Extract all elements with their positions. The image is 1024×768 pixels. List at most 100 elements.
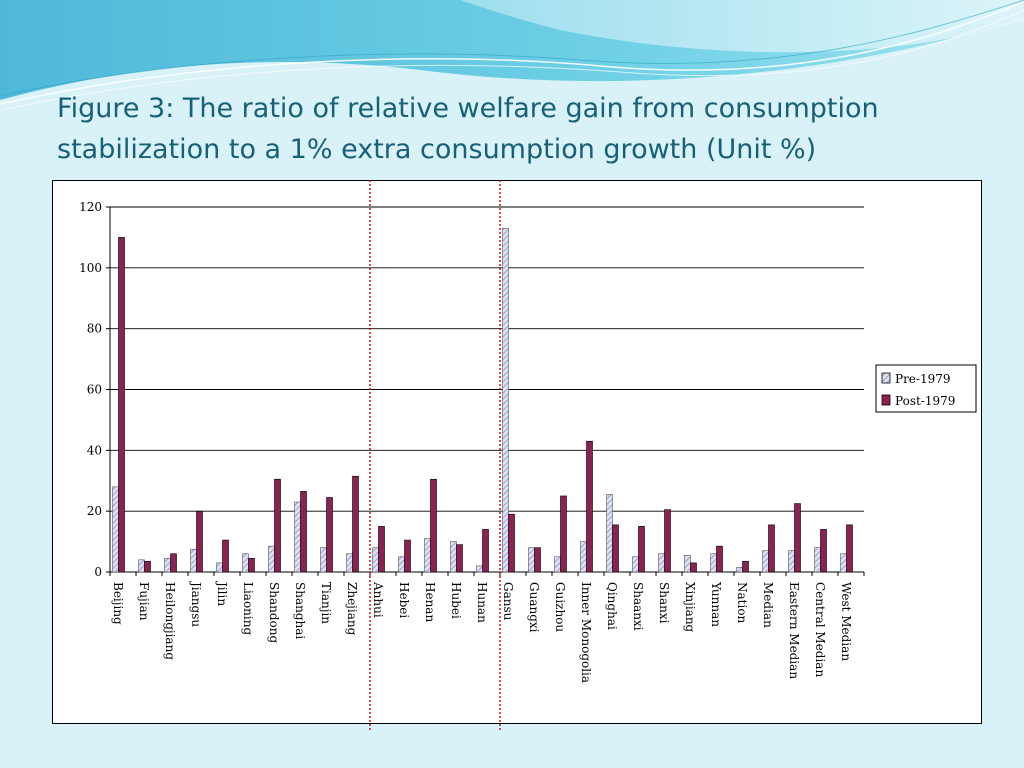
- bar-pre-1979: [840, 553, 847, 573]
- bar-post-1979: [534, 547, 541, 573]
- bar-post-1979: [690, 562, 697, 573]
- x-tick-label: Guangxi: [527, 582, 541, 633]
- bar-post-1979: [144, 561, 151, 573]
- x-tick-label: Central Median: [813, 582, 827, 677]
- bar-pre-1979: [606, 494, 613, 573]
- legend: Pre-1979 Post-1979: [875, 364, 977, 413]
- x-tick-label: Hunan: [475, 582, 489, 623]
- bar-post-1979: [482, 529, 489, 573]
- bar-pre-1979: [268, 545, 275, 573]
- legend-swatch-post: [881, 394, 891, 406]
- bar-pre-1979: [788, 550, 795, 573]
- bar-pre-1979: [528, 547, 535, 573]
- y-tick-label: 60: [87, 383, 102, 397]
- bar-chart: 0 20 40 60 80 100 120 Beijing Fujian Heilongjian…: [79, 200, 977, 683]
- bar-pre-1979: [320, 547, 327, 573]
- bar-pre-1979: [632, 556, 639, 573]
- x-tick-label: Zhejiang: [345, 582, 359, 636]
- x-tick-label: Tianjin: [319, 582, 333, 624]
- bar-post-1979: [196, 510, 203, 573]
- bar-pre-1979: [216, 562, 223, 573]
- bar-post-1979: [300, 491, 307, 573]
- title-line-2: stabilization to a 1% extra consumption …: [57, 134, 817, 165]
- x-tick-label: Anhui: [371, 581, 385, 618]
- x-tick-label: Guizhou: [553, 582, 567, 632]
- bar-pre-1979: [190, 548, 197, 573]
- bar-pre-1979: [580, 541, 587, 573]
- bar-post-1979: [586, 440, 593, 573]
- bar-post-1979: [846, 524, 853, 573]
- bar-pre-1979: [372, 547, 379, 573]
- x-tick-label: Inner Monogolia: [579, 582, 593, 683]
- x-tick-label: Heilongjiang: [163, 582, 177, 660]
- bar-post-1979: [560, 495, 567, 573]
- x-tick-label: Fujian: [137, 582, 151, 621]
- x-tick-label: Beijing: [111, 582, 125, 625]
- legend-label-pre: Pre-1979: [895, 372, 951, 386]
- bar-post-1979: [456, 544, 463, 573]
- bar-pre-1979: [112, 486, 119, 573]
- y-tick-label: 40: [87, 443, 102, 457]
- bar-pre-1979: [164, 558, 171, 573]
- bar-post-1979: [326, 497, 333, 573]
- bar-pre-1979: [762, 550, 769, 573]
- bar-pre-1979: [398, 556, 405, 573]
- bar-pre-1979: [450, 541, 457, 573]
- bar-post-1979: [716, 545, 723, 573]
- x-tick-label: Shaanxi: [631, 582, 645, 631]
- bar-pre-1979: [476, 565, 483, 573]
- bar-pre-1979: [138, 559, 145, 573]
- x-tick-label: Shanxi: [657, 582, 671, 624]
- x-tick-label: Shanghai: [293, 582, 307, 639]
- x-tick-label: Hebei: [397, 582, 411, 618]
- bar-post-1979: [664, 509, 671, 573]
- x-tick-label: Shandong: [267, 582, 281, 643]
- x-tick-label: Henan: [423, 582, 437, 622]
- bar-post-1979: [638, 526, 645, 573]
- bar-pre-1979: [502, 227, 509, 573]
- bar-post-1979: [430, 478, 437, 573]
- x-tick-label: Qinghai: [605, 582, 619, 630]
- bar-post-1979: [768, 524, 775, 573]
- background-waves: [0, 0, 1024, 120]
- bar-pre-1979: [710, 553, 717, 573]
- x-axis-labels: Beijing Fujian Heilongjiang Jiangsu Jilin Lia…: [109, 572, 865, 683]
- y-tick-label: 100: [79, 261, 102, 275]
- bar-pre-1979: [736, 567, 743, 573]
- x-tick-label: Xinjiang: [683, 582, 697, 633]
- legend-label-post: Post-1979: [895, 394, 955, 408]
- y-tick-label: 0: [94, 565, 102, 579]
- grid-lines: [110, 206, 864, 573]
- slide-title: Figure 3: The ratio of relative welfare …: [57, 88, 957, 170]
- y-tick-label: 80: [87, 322, 102, 336]
- x-tick-label: Eastern Median: [787, 582, 801, 679]
- x-tick-label: Jilin: [215, 580, 229, 606]
- bar-pre-1979: [554, 556, 561, 573]
- bar-post-1979: [794, 503, 801, 573]
- bar-post-1979: [274, 478, 281, 573]
- y-axis-ticks: 0 20 40 60 80 100 120: [79, 200, 111, 579]
- bar-pre-1979: [814, 547, 821, 573]
- bar-post-1979: [378, 526, 385, 573]
- bar-pre-1979: [294, 501, 301, 573]
- bar-post-1979: [612, 524, 619, 573]
- bar-post-1979: [248, 558, 255, 573]
- x-tick-label: Gansu: [501, 582, 515, 621]
- bar-pre-1979: [658, 553, 665, 573]
- x-tick-label: Liaoning: [241, 582, 255, 635]
- y-tick-label: 20: [87, 504, 102, 518]
- bars: [112, 227, 853, 573]
- x-tick-label: Median: [761, 582, 775, 628]
- bar-post-1979: [820, 529, 827, 573]
- x-tick-label: West Median: [839, 582, 853, 661]
- y-tick-label: 120: [79, 200, 102, 214]
- legend-box: [875, 364, 977, 413]
- chart-frame: 0 20 40 60 80 100 120 Beijing Fujian Heilongjian…: [52, 180, 982, 724]
- legend-swatch-pre: [881, 372, 891, 384]
- bar-post-1979: [508, 513, 515, 573]
- x-tick-label: Yunnan: [709, 581, 723, 627]
- bar-post-1979: [170, 553, 177, 573]
- x-tick-label: Nation: [735, 582, 749, 624]
- bar-pre-1979: [346, 553, 353, 573]
- bar-pre-1979: [424, 538, 431, 573]
